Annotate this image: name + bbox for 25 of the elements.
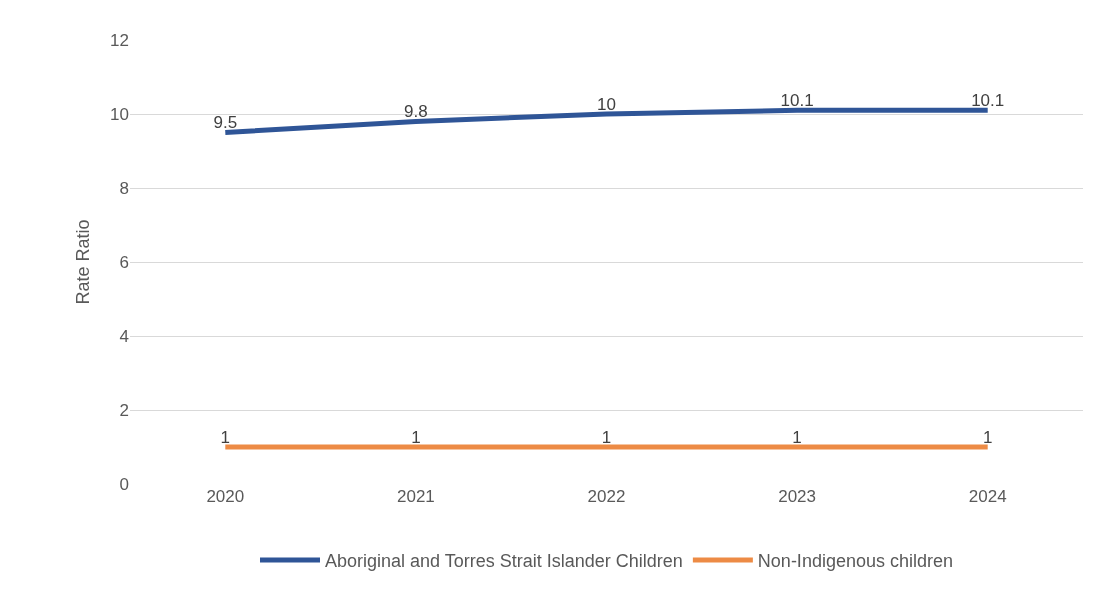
legend-label: Non-Indigenous children [757,550,953,571]
legend-label: Aboriginal and Torres Strait Islander Children [325,550,683,571]
x-tick-label: 2020 [206,487,245,506]
data-label: 9.5 [213,113,238,133]
x-tick-label: 2021 [396,487,435,506]
data-label: 1 [220,427,231,447]
y-tick-label: 12 [110,30,129,50]
data-label: 10.1 [780,91,814,111]
x-tick-label: 2024 [968,487,1007,506]
x-tick-label: 2023 [778,487,817,506]
data-label: 1 [601,427,612,447]
y-tick-label: 4 [119,326,129,346]
data-label: 9.8 [404,102,428,122]
y-tick-label: 6 [119,252,129,272]
y-axis-title: Rate Ratio [73,219,94,305]
y-tick-label: 10 [110,104,129,124]
x-tick-label: 2022 [587,487,626,506]
y-tick-label: 2 [119,400,129,420]
y-tick-label: 8 [119,178,129,198]
data-label: 1 [792,427,802,447]
data-label: 1 [411,427,421,447]
y-tick-label: 0 [119,474,129,494]
data-label: 1 [982,427,993,447]
data-label: 10.1 [971,91,1005,111]
data-label: 10 [597,94,616,114]
